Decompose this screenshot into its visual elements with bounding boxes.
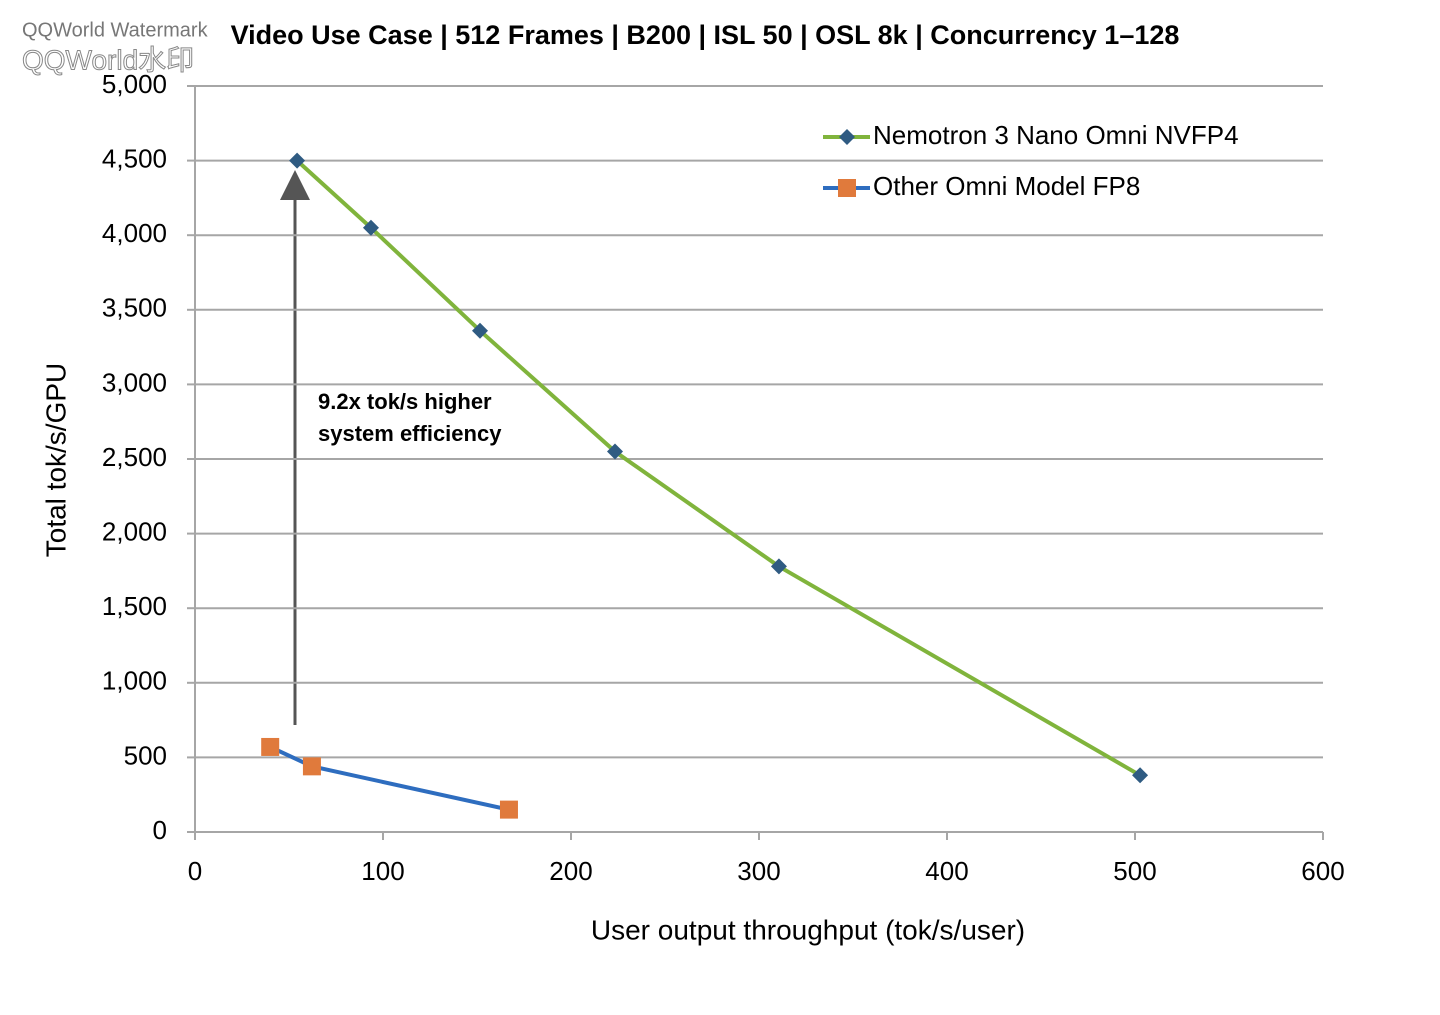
data-point [302, 757, 321, 776]
chart-title: Video Use Case | 512 Frames | B200 | ISL… [231, 20, 1180, 50]
y-tick-label: 2,000 [102, 516, 167, 546]
y-tick-label: 3,500 [102, 293, 167, 323]
watermark: QQWorld Watermark [22, 19, 209, 41]
y-tick-label: 3,000 [102, 367, 167, 397]
y-tick-label: 2,500 [102, 442, 167, 472]
series-line [269, 745, 510, 812]
data-point [261, 737, 280, 756]
data-point [770, 558, 787, 575]
data-point [472, 322, 489, 339]
legend-marker [838, 179, 856, 197]
x-tick-label: 500 [1113, 856, 1156, 886]
annotation: 9.2x tok/s higher [318, 389, 492, 414]
legend-label: Other Omni Model FP8 [873, 171, 1140, 201]
data-point [289, 152, 306, 169]
y-tick-label: 500 [124, 740, 167, 770]
watermark: QQWorld水印 [22, 44, 194, 75]
legend-label: Nemotron 3 Nano Omni NVFP4 [873, 120, 1239, 150]
x-tick-label: 400 [925, 856, 968, 886]
y-tick-label: 1,500 [102, 591, 167, 621]
y-tick-label: 4,000 [102, 218, 167, 248]
y-tick-label: 0 [153, 815, 167, 845]
x-tick-label: 0 [188, 856, 202, 886]
x-tick-label: 600 [1301, 856, 1344, 886]
annotation: system efficiency [318, 421, 502, 446]
x-axis-label: User output throughput (tok/s/user) [591, 914, 1025, 945]
data-point [606, 443, 623, 460]
y-tick-label: 4,500 [102, 143, 167, 173]
series-line [295, 159, 1142, 778]
data-point [362, 219, 379, 236]
data-point [1132, 767, 1149, 784]
y-tick-label: 1,000 [102, 666, 167, 696]
x-tick-label: 300 [737, 856, 780, 886]
x-tick-label: 200 [549, 856, 592, 886]
data-point [499, 800, 518, 819]
y-axis-label: Total tok/s/GPU [40, 363, 71, 558]
x-tick-label: 100 [361, 856, 404, 886]
legend-marker [839, 129, 855, 145]
y-tick-label: 5,000 [102, 69, 167, 99]
